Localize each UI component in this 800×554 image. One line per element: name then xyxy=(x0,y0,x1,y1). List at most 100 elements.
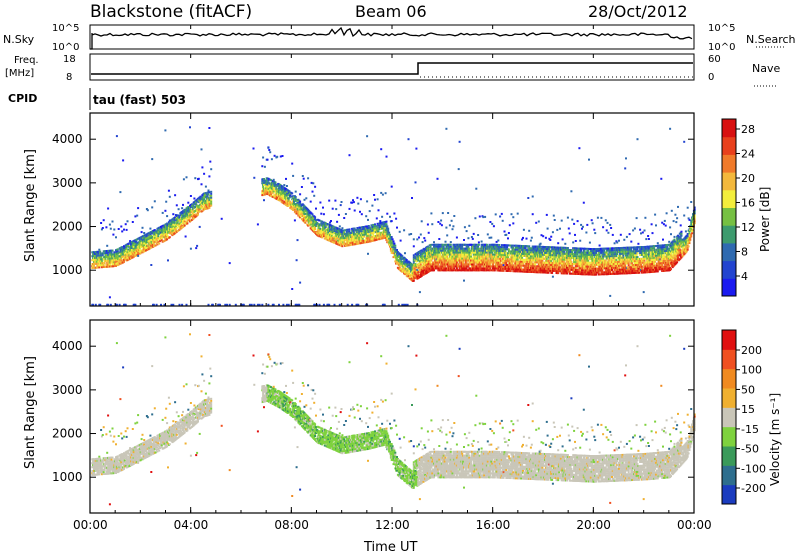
power-cell xyxy=(466,256,468,258)
power-cell xyxy=(437,178,439,180)
power-cell xyxy=(507,252,509,254)
power-cell xyxy=(118,228,120,230)
power-cell xyxy=(456,237,458,239)
power-cell xyxy=(186,176,188,178)
power-cell xyxy=(485,262,487,264)
power-cell xyxy=(110,228,112,230)
power-cell xyxy=(445,128,447,130)
power-cell xyxy=(567,247,569,249)
power-cell xyxy=(208,207,210,209)
power-cell xyxy=(276,156,278,158)
power-cell xyxy=(387,228,389,230)
power-cell xyxy=(446,269,448,271)
power-cell xyxy=(367,219,369,221)
freq-tick-top: 18 xyxy=(63,54,76,65)
power-cell xyxy=(597,217,599,219)
power-cell xyxy=(501,213,503,215)
power-cell xyxy=(351,202,353,204)
power-cell xyxy=(126,248,128,250)
power-cell xyxy=(491,223,493,225)
power-cell xyxy=(538,221,540,223)
power-cell xyxy=(157,235,159,237)
power-cell xyxy=(515,249,517,251)
power-cell xyxy=(547,254,549,256)
power-cell xyxy=(109,296,111,298)
power-cell xyxy=(503,260,505,262)
power-cell xyxy=(391,240,393,242)
power-cell xyxy=(483,256,485,258)
power-cell xyxy=(378,209,380,211)
power-cell xyxy=(591,272,593,274)
power-cell xyxy=(447,212,449,214)
power-cell xyxy=(557,270,559,272)
power-cell xyxy=(471,244,473,246)
power-cell xyxy=(503,254,505,256)
power-cell xyxy=(497,240,499,242)
power-cell xyxy=(548,248,550,250)
power-cell xyxy=(440,220,442,222)
power-cell xyxy=(475,244,477,246)
power-cell xyxy=(520,271,522,273)
power-cell xyxy=(593,254,595,256)
power-cell xyxy=(571,249,573,251)
power-cell xyxy=(548,260,550,262)
power-cell xyxy=(572,271,574,273)
power-cell xyxy=(483,258,485,260)
power-cell xyxy=(355,239,357,241)
power-cell xyxy=(463,239,465,241)
power-cell xyxy=(507,256,509,258)
power-cell xyxy=(361,213,363,215)
power-cell xyxy=(169,196,171,198)
power-cell xyxy=(407,268,409,270)
power-cell xyxy=(166,227,168,229)
power-cell xyxy=(210,203,212,205)
power-cell xyxy=(561,220,563,222)
power-cell xyxy=(356,237,358,239)
power-cell xyxy=(470,258,472,260)
power-cell xyxy=(452,254,454,256)
power-cell xyxy=(591,219,593,221)
power-cell xyxy=(450,246,452,248)
cpid-label: CPID xyxy=(8,92,37,105)
power-cell xyxy=(466,230,468,232)
power-cell xyxy=(505,262,507,264)
power-cell xyxy=(581,252,583,254)
power-cell xyxy=(112,263,114,265)
power-cell xyxy=(452,269,454,271)
power-cell xyxy=(399,231,401,233)
power-cell xyxy=(427,224,429,226)
power-cell xyxy=(531,251,533,253)
power-cell xyxy=(479,216,481,218)
power-cell xyxy=(462,263,464,265)
power-cell xyxy=(501,254,503,256)
power-cell xyxy=(386,221,388,223)
power-cell xyxy=(396,253,398,255)
power-cell xyxy=(497,256,499,258)
power-cell xyxy=(529,269,531,271)
power-cell xyxy=(365,215,367,217)
power-cell xyxy=(496,244,498,246)
power-cell xyxy=(493,225,495,227)
power-cell xyxy=(495,213,497,215)
power-cell xyxy=(585,248,587,250)
power-cell xyxy=(341,201,343,203)
power-cell xyxy=(477,234,479,236)
power-cell xyxy=(451,220,453,222)
power-cell xyxy=(501,260,503,262)
power-cell xyxy=(581,248,583,250)
nsky-series-line xyxy=(90,28,692,49)
power-cell xyxy=(486,244,488,246)
power-cell xyxy=(345,213,347,215)
power-cell xyxy=(576,265,578,267)
power-cell xyxy=(196,245,198,247)
power-cell xyxy=(349,244,351,246)
power-cell xyxy=(478,244,480,246)
power-cell xyxy=(338,214,340,216)
power-cell xyxy=(393,213,395,215)
power-cell xyxy=(492,254,494,256)
power-cell xyxy=(443,265,445,267)
power-cell xyxy=(525,247,527,249)
power-cell xyxy=(533,261,535,263)
power-cell xyxy=(221,218,223,220)
power-cell xyxy=(590,256,592,258)
